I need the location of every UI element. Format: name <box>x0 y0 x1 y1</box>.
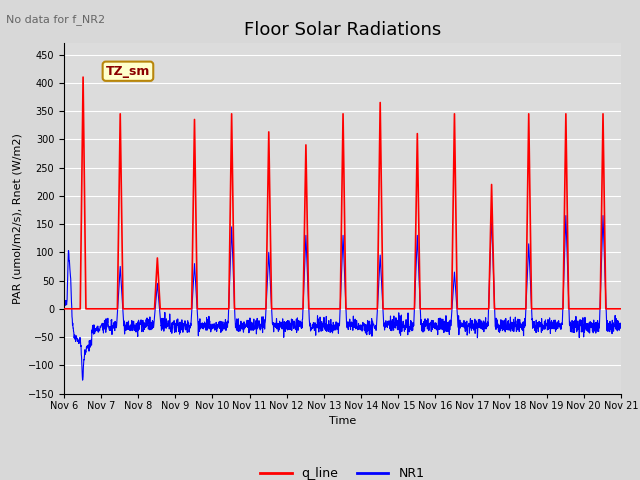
Text: TZ_sm: TZ_sm <box>106 65 150 78</box>
q_line <box>359 306 367 312</box>
NR1 <box>617 325 625 331</box>
NR1 <box>371 324 379 329</box>
NR1 <box>216 320 223 326</box>
Line: q_line: q_line <box>64 77 621 309</box>
q_line <box>584 306 591 312</box>
NR1 <box>505 323 513 329</box>
q_line <box>216 306 223 312</box>
NR1 <box>60 300 68 306</box>
q_line <box>79 74 87 80</box>
X-axis label: Time: Time <box>329 416 356 426</box>
q_line <box>617 306 625 312</box>
NR1 <box>359 327 367 333</box>
q_line <box>504 306 512 312</box>
Legend: q_line, NR1: q_line, NR1 <box>255 462 429 480</box>
NR1 <box>568 318 576 324</box>
Line: NR1: NR1 <box>64 216 621 380</box>
q_line <box>60 306 68 312</box>
Title: Floor Solar Radiations: Floor Solar Radiations <box>244 21 441 39</box>
NR1 <box>79 377 86 383</box>
Text: No data for f_NR2: No data for f_NR2 <box>6 14 106 25</box>
NR1 <box>488 213 495 218</box>
Y-axis label: PAR (umol/m2/s), Rnet (W/m2): PAR (umol/m2/s), Rnet (W/m2) <box>12 133 22 304</box>
q_line <box>371 306 379 312</box>
NR1 <box>584 328 591 334</box>
q_line <box>568 306 575 312</box>
